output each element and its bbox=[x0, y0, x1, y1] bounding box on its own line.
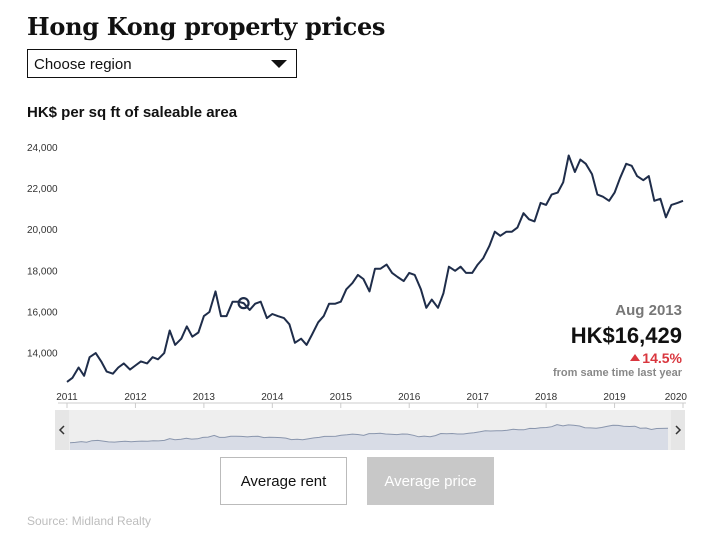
chevron-down-icon[interactable] bbox=[271, 60, 287, 68]
x-tick-label: 2012 bbox=[124, 392, 147, 403]
y-tick-label: 16,000 bbox=[27, 307, 58, 318]
x-axis: 2011 2012 2013 2014 2015 2016 2017 2018 2019 2020 bbox=[56, 392, 687, 408]
average-price-button[interactable]: Average price bbox=[367, 457, 494, 505]
y-tick-label: 22,000 bbox=[27, 184, 58, 195]
x-tick-label: 2017 bbox=[467, 392, 490, 403]
chevron-left-icon[interactable] bbox=[58, 425, 65, 435]
chart-axis-title: HK$ per sq ft of saleable area bbox=[27, 104, 238, 121]
x-tick-label: 2015 bbox=[330, 392, 353, 403]
highlight-point[interactable] bbox=[237, 297, 250, 310]
page-title: Hong Kong property prices bbox=[27, 12, 386, 41]
scroll-right-button[interactable] bbox=[671, 410, 685, 450]
tooltip-value: HK$16,429 bbox=[570, 323, 682, 348]
average-rent-button[interactable]: Average rent bbox=[220, 457, 347, 505]
tooltip-note: from same time last year bbox=[552, 367, 682, 379]
y-tick-label: 18,000 bbox=[27, 266, 58, 277]
source-note: Source: Midland Realty bbox=[27, 514, 152, 528]
price-line-series bbox=[66, 154, 684, 383]
x-tick-label: 2014 bbox=[261, 392, 284, 403]
scroll-left-button[interactable] bbox=[55, 410, 69, 450]
region-dropdown[interactable]: Choose region bbox=[27, 49, 297, 78]
y-tick-label: 24,000 bbox=[27, 143, 58, 154]
x-tick-label: 2020 bbox=[665, 392, 688, 403]
tooltip-date: Aug 2013 bbox=[615, 302, 682, 319]
x-tick-label: 2018 bbox=[535, 392, 558, 403]
tooltip: Aug 2013 HK$16,429 14.5% from same time … bbox=[553, 302, 682, 381]
x-tick-label: 2013 bbox=[193, 392, 216, 403]
x-tick-label: 2016 bbox=[398, 392, 421, 403]
navigator-line bbox=[69, 424, 669, 444]
y-axis: 14,000 16,000 18,000 20,000 22,000 24,000 bbox=[27, 143, 58, 360]
x-tick-label: 2019 bbox=[603, 392, 626, 403]
tooltip-change: 14.5% bbox=[553, 350, 682, 366]
x-tick-label: 2011 bbox=[56, 392, 78, 403]
chevron-right-icon[interactable] bbox=[675, 425, 682, 435]
y-tick-label: 20,000 bbox=[27, 225, 58, 236]
triangle-up-icon bbox=[630, 354, 641, 361]
region-dropdown-value: Choose region bbox=[34, 56, 132, 73]
tooltip-change-value: 14.5% bbox=[642, 350, 682, 366]
navigator-area bbox=[70, 424, 668, 450]
y-tick-label: 14,000 bbox=[27, 349, 58, 360]
